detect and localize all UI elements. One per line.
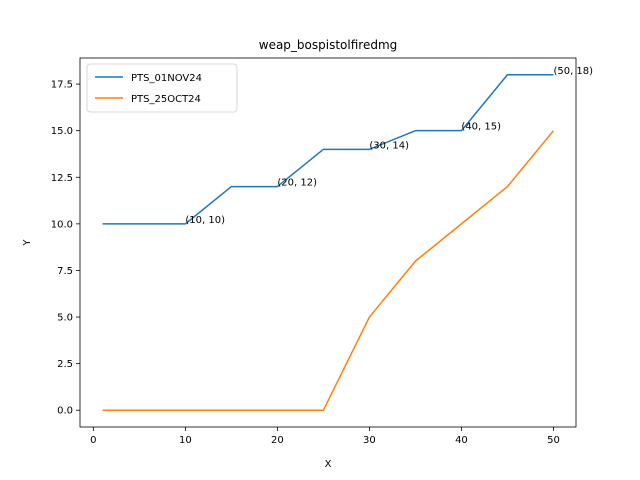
y-axis: 0.0 2.5 5.0 7.5 10.0 12.5 15.0 17.5 <box>51 80 80 417</box>
data-annotation: (50, 18) <box>553 66 593 77</box>
series-line-pts_25oct24 <box>102 130 555 411</box>
y-tick-label: 5.0 <box>57 313 73 324</box>
y-tick-label: 0.0 <box>57 406 73 417</box>
y-tick-label: 10.0 <box>51 219 73 230</box>
legend-box <box>86 63 238 113</box>
x-tick-label: 30 <box>363 435 376 446</box>
x-tick-label: 50 <box>547 435 560 446</box>
legend: PTS_01NOV24 PTS_25OCT24 <box>86 63 238 113</box>
data-annotation: (10, 10) <box>185 215 225 226</box>
y-tick-label: 7.5 <box>57 266 73 277</box>
x-axis: 0 10 20 30 40 50 <box>90 427 560 446</box>
legend-label: PTS_25OCT24 <box>131 94 201 105</box>
x-tick-label: 0 <box>90 435 96 446</box>
legend-label: PTS_01NOV24 <box>131 73 202 84</box>
series-layer <box>102 74 555 411</box>
chart-title: weap_bospistolfiredmg <box>259 38 398 52</box>
data-annotation: (40, 15) <box>461 122 501 133</box>
y-tick-label: 15.0 <box>51 126 73 137</box>
y-tick-label: 17.5 <box>51 80 73 91</box>
y-tick-label: 2.5 <box>57 359 73 370</box>
x-tick-label: 20 <box>271 435 284 446</box>
x-tick-label: 40 <box>455 435 468 446</box>
y-tick-label: 12.5 <box>51 173 73 184</box>
annotation-layer: (10, 10) (20, 12) (30, 14) (40, 15) (50, 18) <box>185 66 593 226</box>
plot-frame <box>79 57 577 428</box>
data-annotation: (30, 14) <box>369 140 409 151</box>
x-axis-label: X <box>325 459 332 470</box>
series-line-pts_01nov24 <box>102 74 554 225</box>
x-tick-label: 10 <box>179 435 192 446</box>
y-axis-label: Y <box>22 239 33 247</box>
data-annotation: (20, 12) <box>277 178 317 189</box>
